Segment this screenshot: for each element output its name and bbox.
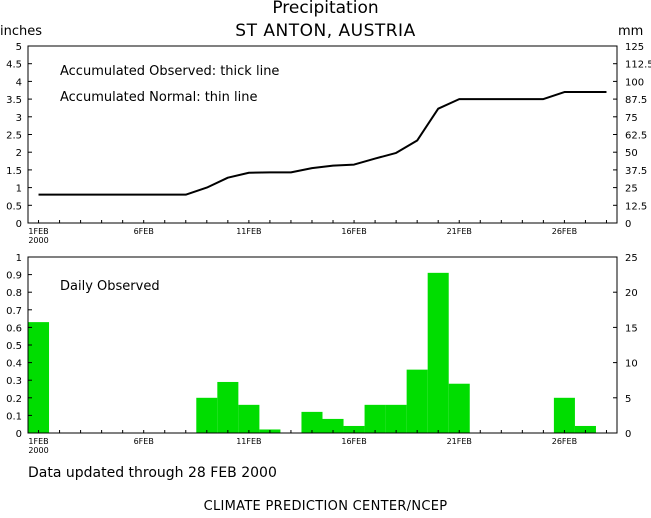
- y-tick-label-mm: 12.5: [625, 201, 647, 212]
- y-tick-label-inches: 3: [16, 113, 22, 124]
- daily-bar-27FEB: [574, 425, 596, 433]
- annotation-1: Accumulated Normal: thin line: [60, 90, 258, 105]
- y-tick-label-inches: 2.5: [6, 131, 22, 142]
- chart-title: Precipitation: [272, 0, 379, 18]
- y-tick-label-inches: 0: [16, 219, 22, 230]
- daily-bar-9FEB: [196, 397, 218, 433]
- unit-inches-label: inches: [0, 24, 43, 39]
- y-tick-label-inches: 0.1: [6, 411, 22, 422]
- y-tick-label-inches: 0.7: [6, 306, 22, 317]
- y-tick-label-mm: 20: [625, 288, 638, 299]
- x-tick-label-26FEB: 26FEB: [552, 227, 577, 236]
- x-tick-label-16FEB: 16FEB: [341, 437, 366, 446]
- y-tick-label-mm: 87.5: [625, 95, 647, 106]
- x-tick-label-11FEB: 11FEB: [236, 227, 261, 236]
- x-tick-label-11FEB: 11FEB: [236, 437, 261, 446]
- y-tick-label-inches: 0.3: [6, 376, 22, 387]
- x-tick-label-26FEB: 26FEB: [552, 437, 577, 446]
- data-updated-note: Data updated through 28 FEB 2000: [28, 465, 277, 481]
- y-tick-label-mm: 25: [625, 184, 638, 195]
- daily-bar-17FEB: [364, 404, 386, 433]
- daily-bar-10FEB: [217, 381, 239, 433]
- annotation-0: Daily Observed: [60, 279, 160, 294]
- y-tick-label-mm: 10: [625, 359, 638, 370]
- y-tick-label-mm: 112.5: [625, 60, 651, 71]
- y-tick-label-mm: 25: [625, 253, 638, 264]
- daily-bar-20FEB: [427, 272, 449, 433]
- y-tick-label-mm: 50: [625, 148, 638, 159]
- daily-bar-16FEB: [343, 425, 365, 433]
- y-tick-label-inches: 0.6: [6, 323, 22, 334]
- daily-bar-19FEB: [406, 369, 428, 433]
- y-tick-label-inches: 1.5: [6, 166, 22, 177]
- x-year-label: 2000: [28, 446, 48, 455]
- y-tick-label-inches: 1: [16, 184, 22, 195]
- x-tick-label-6FEB: 6FEB: [134, 437, 154, 446]
- daily-bar-18FEB: [385, 404, 407, 433]
- x-tick-label-1FEB: 1FEB: [28, 227, 48, 236]
- y-tick-label-mm: 75: [625, 113, 638, 124]
- y-tick-label-inches: 1: [16, 253, 22, 264]
- y-tick-label-inches: 3.5: [6, 95, 22, 106]
- x-tick-label-21FEB: 21FEB: [447, 227, 472, 236]
- y-tick-label-inches: 0.5: [6, 341, 22, 352]
- y-tick-label-inches: 2: [16, 148, 22, 159]
- y-tick-label-mm: 62.5: [625, 131, 647, 142]
- daily-bar-21FEB: [448, 383, 470, 433]
- y-tick-label-mm: 5: [625, 394, 631, 405]
- y-tick-label-mm: 100: [625, 77, 644, 88]
- y-tick-label-inches: 0.8: [6, 288, 22, 299]
- y-tick-label-mm: 0: [625, 429, 631, 440]
- x-tick-label-16FEB: 16FEB: [341, 227, 366, 236]
- y-tick-label-mm: 125: [625, 42, 644, 53]
- daily-bar-26FEB: [553, 397, 575, 433]
- y-tick-label-mm: 15: [625, 323, 638, 334]
- y-tick-label-inches: 5: [16, 42, 22, 53]
- daily-bar-11FEB: [238, 404, 260, 433]
- y-tick-label-inches: 0.2: [6, 394, 22, 405]
- y-tick-label-mm: 0: [625, 219, 631, 230]
- unit-mm-label: mm: [618, 24, 644, 39]
- y-tick-label-inches: 0.5: [6, 201, 22, 212]
- y-tick-label-mm: 37.5: [625, 166, 647, 177]
- y-tick-label-inches: 0.4: [6, 359, 22, 370]
- accumulated-observed-line: [38, 91, 607, 196]
- x-tick-label-1FEB: 1FEB: [28, 437, 48, 446]
- y-tick-label-inches: 4: [16, 77, 22, 88]
- daily-bar-15FEB: [322, 418, 344, 433]
- daily-bar-14FEB: [301, 411, 323, 433]
- annotation-0: Accumulated Observed: thick line: [60, 64, 279, 79]
- x-tick-label-21FEB: 21FEB: [447, 437, 472, 446]
- station-name: ST ANTON, AUSTRIA: [235, 21, 416, 41]
- y-tick-label-inches: 4.5: [6, 60, 22, 71]
- x-tick-label-6FEB: 6FEB: [134, 227, 154, 236]
- x-year-label: 2000: [28, 236, 48, 245]
- y-tick-label-inches: 0: [16, 429, 22, 440]
- daily-bar-1FEB: [28, 322, 50, 433]
- y-tick-label-inches: 0.9: [6, 271, 22, 282]
- credit-line: CLIMATE PREDICTION CENTER/NCEP: [203, 499, 448, 514]
